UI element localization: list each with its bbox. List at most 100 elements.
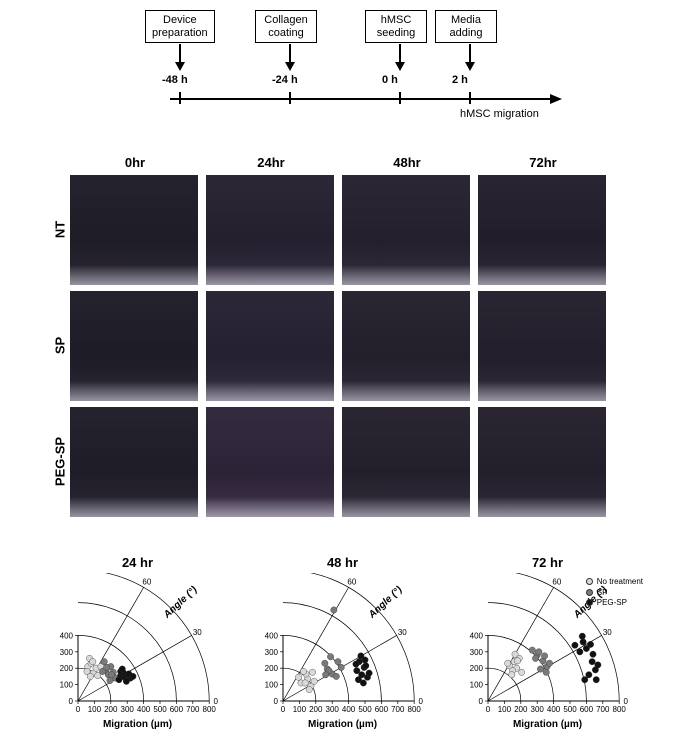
timeline-step-label: hMSC (372, 14, 420, 27)
svg-text:500: 500 (153, 705, 167, 714)
legend-label: PEG-SP (597, 598, 627, 608)
svg-text:100: 100 (88, 705, 102, 714)
polar-subplot: 24 hr01002003004005006007008000100200300… (40, 555, 235, 730)
data-point (577, 649, 583, 655)
polar-legend: No treatmentSPPEG-SP (586, 577, 643, 609)
svg-text:300: 300 (326, 705, 340, 714)
polar-subplot: 48 hr01002003004005006007008000100200300… (245, 555, 440, 730)
micro-row-label: PEG-SP (53, 432, 68, 492)
data-point (580, 639, 586, 645)
svg-text:0: 0 (274, 697, 279, 706)
data-point (99, 668, 105, 674)
svg-text:60: 60 (347, 578, 356, 587)
timeline-time-label: 2 h (452, 74, 468, 86)
svg-text:300: 300 (470, 648, 484, 657)
micro-row-label: SP (53, 316, 68, 376)
svg-text:500: 500 (358, 705, 372, 714)
svg-text:30: 30 (603, 628, 612, 637)
timeline-step-box: Collagencoating (255, 10, 317, 43)
legend-label: SP (597, 588, 608, 598)
data-point (322, 672, 328, 678)
data-point (311, 678, 317, 684)
svg-text:0: 0 (69, 697, 74, 706)
data-point (590, 651, 596, 657)
data-point (107, 677, 113, 683)
micrograph-image (342, 407, 470, 517)
svg-text:0: 0 (76, 705, 81, 714)
svg-text:700: 700 (391, 705, 405, 714)
svg-text:800: 800 (613, 705, 627, 714)
timeline-panel: Devicepreparation-48 hCollagencoating-24… (140, 10, 560, 130)
svg-text:400: 400 (470, 631, 484, 640)
data-point (543, 669, 549, 675)
data-point (360, 680, 366, 686)
svg-text:100: 100 (470, 681, 484, 690)
micrograph-image (478, 291, 606, 401)
polar-x-label: Migration (µm) (245, 719, 440, 730)
data-point (101, 658, 107, 664)
svg-text:600: 600 (170, 705, 184, 714)
svg-text:800: 800 (203, 705, 217, 714)
arrow-right-icon (550, 94, 562, 104)
data-point (119, 666, 125, 672)
data-point (353, 661, 359, 667)
micrograph-image (206, 407, 334, 517)
micrograph-image (70, 407, 198, 517)
data-point (309, 669, 315, 675)
data-point (331, 607, 337, 613)
data-point (116, 676, 122, 682)
data-point (529, 647, 535, 653)
data-point (512, 651, 518, 657)
data-point (123, 678, 129, 684)
polar-x-label: Migration (µm) (40, 719, 235, 730)
data-point (363, 663, 369, 669)
svg-text:0: 0 (281, 705, 286, 714)
data-point (572, 642, 578, 648)
legend-swatch-icon (586, 589, 593, 596)
data-point (537, 666, 543, 672)
svg-text:500: 500 (563, 705, 577, 714)
timeline-time-label: 0 h (382, 74, 398, 86)
timeline-step-box: hMSCseeding (365, 10, 427, 43)
micrograph-image (342, 175, 470, 285)
data-point (295, 674, 301, 680)
data-point (595, 662, 601, 668)
legend-label: No treatment (597, 577, 643, 587)
svg-text:200: 200 (514, 705, 528, 714)
data-point (518, 669, 524, 675)
timeline-step-box: Mediaadding (435, 10, 497, 43)
polar-panel: 24 hr01002003004005006007008000100200300… (40, 555, 650, 730)
micro-col-header: 24hr (206, 155, 336, 170)
polar-title: 24 hr (40, 555, 235, 570)
svg-text:600: 600 (580, 705, 594, 714)
micrograph-image (206, 175, 334, 285)
svg-text:400: 400 (547, 705, 561, 714)
micrograph-image (70, 291, 198, 401)
data-point (302, 680, 308, 686)
polar-subplot: 72 hr01002003004005006007008000100200300… (450, 555, 645, 730)
timeline-sublabel: hMSC migration (460, 108, 539, 120)
svg-text:600: 600 (375, 705, 389, 714)
timeline-time-label: -48 h (162, 74, 188, 86)
data-point (582, 676, 588, 682)
svg-text:400: 400 (265, 631, 279, 640)
timeline-step-label: Device (152, 14, 208, 27)
data-point (354, 667, 360, 673)
legend-swatch-icon (586, 578, 593, 585)
svg-text:300: 300 (531, 705, 545, 714)
svg-text:100: 100 (293, 705, 307, 714)
legend-item: SP (586, 588, 643, 598)
data-point (306, 686, 312, 692)
data-point (546, 660, 552, 666)
svg-text:800: 800 (408, 705, 422, 714)
timeline-step-label: coating (262, 27, 310, 40)
data-point (593, 676, 599, 682)
svg-text:0: 0 (479, 697, 484, 706)
data-point (322, 660, 328, 666)
svg-text:300: 300 (265, 648, 279, 657)
svg-text:30: 30 (193, 628, 202, 637)
data-point (300, 668, 306, 674)
svg-text:200: 200 (265, 664, 279, 673)
micrograph-image (478, 407, 606, 517)
svg-text:400: 400 (60, 631, 74, 640)
